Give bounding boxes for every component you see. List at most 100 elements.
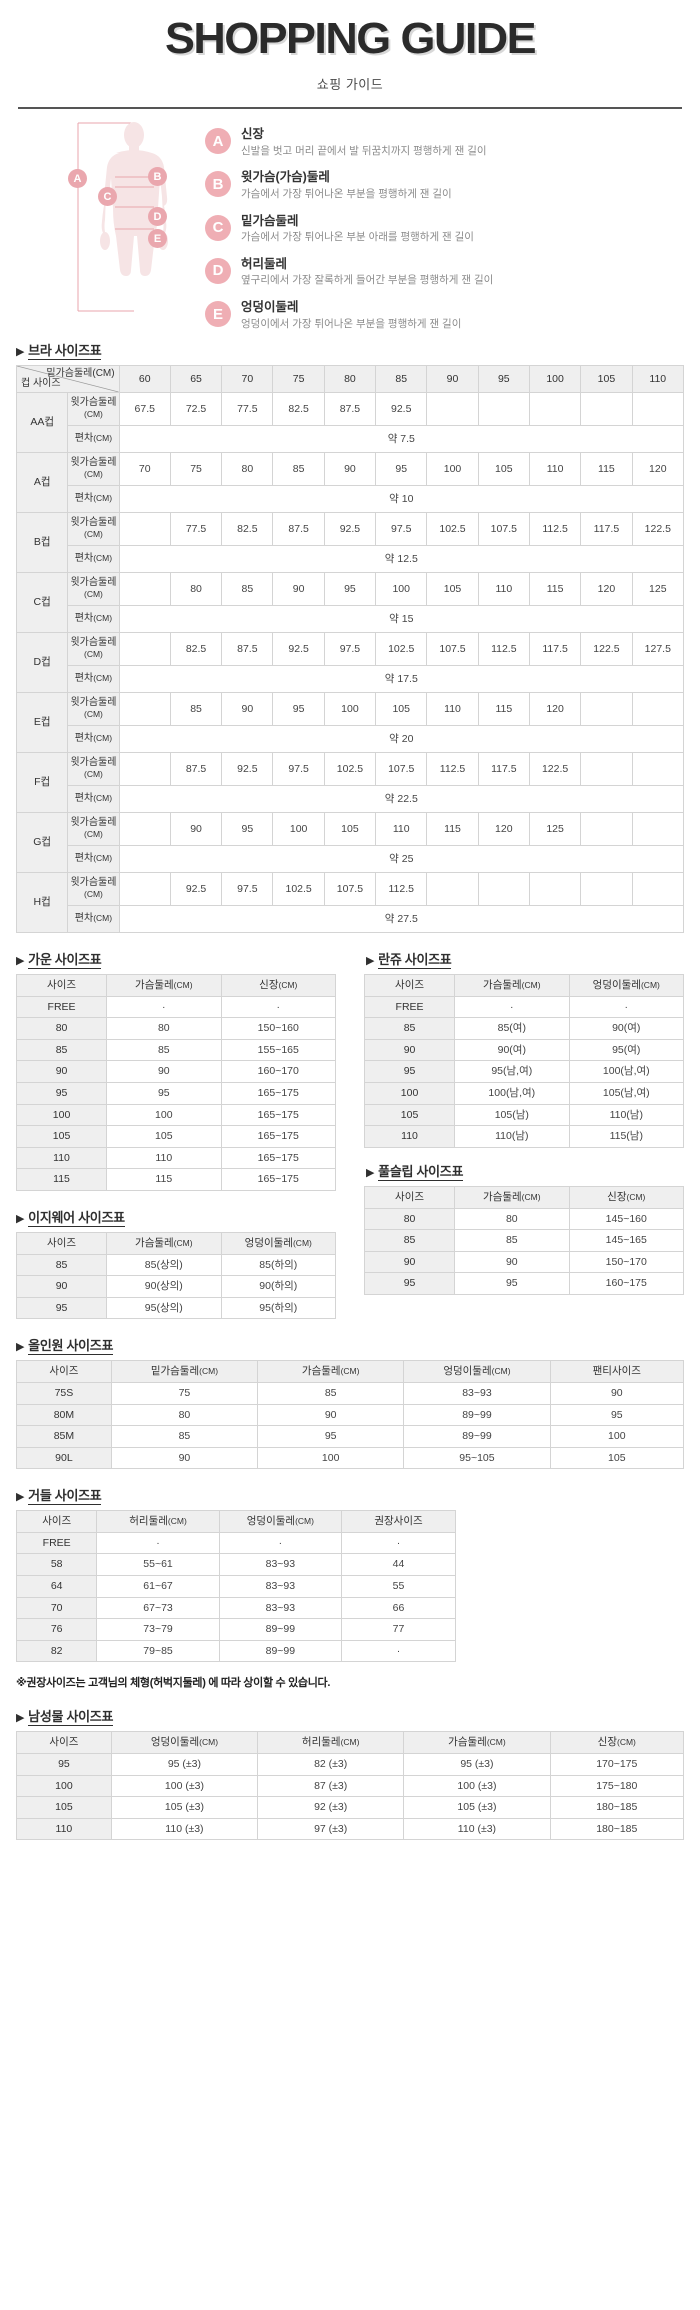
triangle-icon: ▶ [366,955,375,967]
unit-suffix: (CM) [640,980,660,990]
table-row: 85 85 145~165 [363,1229,685,1252]
girdle-cell: 77 [341,1618,456,1641]
section-title-mens: ▶ 남성물 사이즈표 [16,1709,114,1727]
legend-badge-d: D [205,257,231,284]
bra-value-cell [528,392,582,426]
bra-value-cell: 100 [323,692,377,726]
legend-title-e: 엉덩이둘레 [241,300,299,315]
table-row: 편차(CM) 약 17.5 [17,665,685,693]
unit-suffix: (CM) [84,409,103,419]
bra-value-cell: 115 [528,572,582,606]
lanju-col-header-0: 사이즈 [363,974,456,997]
lanju-size-table: 사이즈 가슴둘레(CM) 엉덩이둘레(CM) FREE · · 85 85(여) 90(여) 90… [363,974,685,1148]
table-row: 편차(CM) 약 10 [17,485,685,513]
gown-row-label: 90 [15,1060,108,1083]
bra-cup-label: B컵 [15,512,69,573]
bra-value-cell: 110 [426,692,479,726]
table-row: 90 90(상의) 90(하의) [15,1275,337,1298]
allinone-row-label: 80M [16,1403,112,1427]
figure-marker-e: E [148,229,167,248]
mens-cell: 92 (±3) [257,1796,405,1819]
legend-title-d: 허리둘레 [241,256,288,271]
unit-suffix: (CM) [84,469,103,479]
figure-marker-b: B [148,167,167,186]
legend-desc-b: 가슴에서 가장 튀어나온 부분을 평행하게 잰 길이 [241,187,452,200]
table-header-row: 사이즈 가슴둘레(CM) 엉덩이둘레(CM) [363,974,685,997]
table-row: H컵 윗가슴둘레(CM) 92.5 97.5 102.5 107.5 112.5 [15,872,685,933]
unit-suffix: (CM) [93,733,113,743]
unit-suffix: (CM) [84,769,103,779]
mens-row-label: 100 [16,1774,112,1798]
pullslip-row-label: 95 [363,1272,456,1295]
bra-deviation-cell: 약 7.5 [118,425,685,453]
table-header-row: 사이즈 허리둘레(CM) 엉덩이둘레(CM) 권장사이즈 [15,1510,456,1533]
legend-desc-c: 가슴에서 가장 튀어나온 부분 아래를 평행하게 잰 길이 [241,231,474,244]
bra-col-header-75: 75 [272,365,325,393]
gown-size-table: 사이즈 가슴둘레(CM) 신장(CM) FREE · · 80 80 150~160 85 85 15… [15,974,337,1191]
table-row: E컵 윗가슴둘레(CM) 85 90 95 100 105 110 115 120 [15,692,685,753]
girdle-col-header-2: 엉덩이둘레(CM) [218,1510,343,1533]
lanju-col-header-1: 가슴둘레(CM) [454,974,570,997]
section-title-bra: ▶ 브라 사이즈표 [16,343,102,360]
allinone-cell: 100 [257,1446,405,1470]
gown-cell: 110 [106,1146,222,1170]
diagonal-divider-icon [17,366,119,392]
unit-suffix: (CM) [626,1191,646,1202]
legend-title-a: 신장 [241,127,265,141]
girdle-cell: 83~93 [218,1575,343,1598]
bra-value-cell [118,752,171,786]
table-header-row: 사이즈 가슴둘레(CM) 신장(CM) [363,1185,685,1209]
easywear-col-header-0: 사이즈 [15,1231,108,1255]
bra-row-label-bust: 윗가슴둘레(CM) [67,452,120,486]
bra-value-cell: 97.5 [323,632,377,666]
legend-item-c: C 밑가슴둘레 가슴에서 가장 튀어나온 부분 아래를 평행하게 잰 길이 [205,214,685,245]
bra-row-label-bust: 윗가슴둘레(CM) [67,512,120,546]
girdle-row-label: 64 [15,1575,98,1598]
girdle-cell: 79~85 [96,1639,220,1663]
table-row: 110 110 165~175 [15,1146,337,1170]
mens-cell: 97 (±3) [257,1817,405,1841]
bra-value-cell: 120 [631,452,685,486]
bra-row-label-dev: 편차(CM) [67,425,120,453]
gown-row-label: 115 [15,1168,108,1191]
unit-suffix: (CM) [173,1237,193,1248]
body-silhouette: A B C D E [60,117,210,317]
mens-cell: 105 (±3) [403,1796,551,1819]
bra-value-cell: 72.5 [169,392,223,426]
table-header-row: 사이즈 가슴둘레(CM) 신장(CM) [15,974,337,997]
mens-col-header-3: 가슴둘레(CM) [403,1731,551,1755]
girdle-cell: 83~93 [218,1553,343,1577]
lanju-cell: 95(남,여) [454,1060,570,1083]
lanju-row-label: 100 [363,1081,456,1105]
table-row: 95 95(남,여) 100(남,여) [363,1060,685,1083]
bra-value-cell: 112.5 [426,752,479,786]
legend-badge-c: C [205,214,231,241]
triangle-icon: ▶ [16,1491,25,1504]
bra-value-cell: 110 [528,452,582,486]
bra-value-cell: 115 [477,692,530,726]
bra-cup-label: D컵 [15,632,69,693]
bra-row-label-bust: 윗가슴둘레(CM) [67,812,120,846]
table-row: 58 55~61 83~93 44 [15,1553,456,1577]
bra-value-cell [118,692,171,726]
unit-suffix: (CM) [93,493,113,503]
mens-col-header-4: 신장(CM) [549,1731,685,1755]
bra-value-cell: 97.5 [375,512,428,546]
table-row: G컵 윗가슴둘레(CM) 90 95 100 105 110 115 120 125 [15,812,685,873]
gown-cell: 155~165 [220,1038,337,1062]
bra-value-cell: 120 [477,812,530,846]
girdle-cell: · [341,1531,456,1555]
unit-suffix: (CM) [292,1237,312,1248]
table-row: AA컵 윗가슴둘레(CM) 67.5 72.5 77.5 82.5 87.5 92.5 [15,392,685,453]
allinone-row-label: 85M [16,1425,112,1448]
bra-deviation-cell: 약 15 [118,605,685,633]
bra-value-cell [631,392,685,426]
easywear-cell: 95(상의) [106,1296,222,1320]
mens-row-label: 110 [16,1817,112,1841]
gown-cell: 165~175 [220,1168,337,1191]
bra-value-cell [580,392,633,426]
gown-row-label: 80 [15,1017,108,1040]
table-row: 110 110 (±3) 97 (±3) 110 (±3) 180~185 [16,1817,685,1841]
gown-cell: 95 [106,1081,222,1105]
bra-value-cell [118,512,171,546]
